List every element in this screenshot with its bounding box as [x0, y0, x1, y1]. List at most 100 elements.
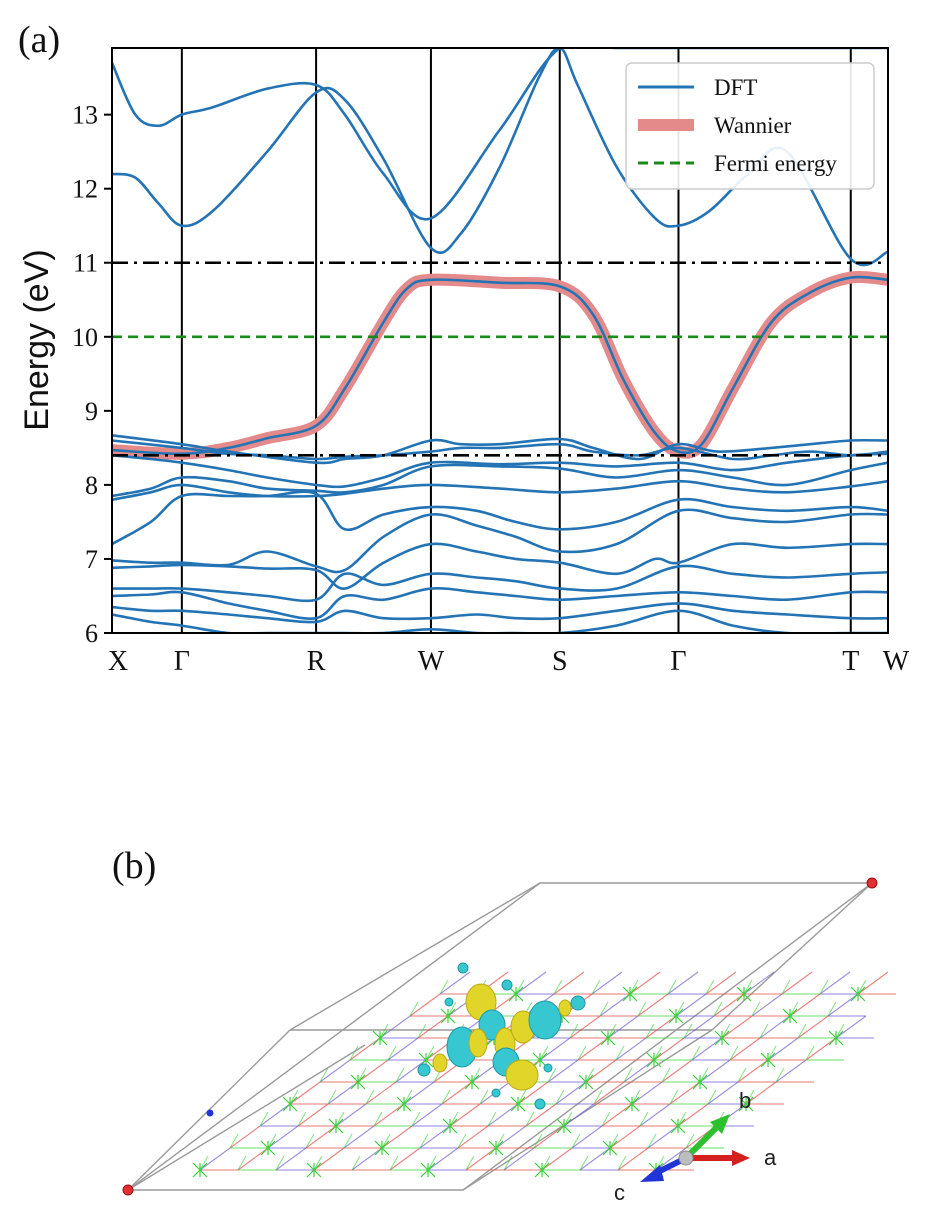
lattice-bond: [669, 1081, 701, 1105]
y-axis-title: Energy (eV): [18, 249, 56, 430]
lattice-bond: [349, 1037, 381, 1061]
lattice-bond: [721, 1023, 731, 1039]
lattice-bond: [593, 1081, 625, 1105]
lattice-bond: [267, 1133, 277, 1149]
lattice-bond: [357, 1067, 367, 1083]
lattice-bond: [365, 1081, 397, 1105]
lattice-bond: [533, 1125, 565, 1149]
lattice-bond: [713, 1001, 723, 1017]
lattice-bond: [667, 979, 677, 995]
lattice-bond: [623, 1067, 633, 1083]
crystal-structure: a b c: [122, 877, 896, 1205]
lattice-bond: [607, 1015, 639, 1039]
lattice-bond: [289, 1089, 299, 1105]
lattice-bond: [669, 1089, 679, 1105]
dft-band: [112, 461, 888, 498]
lattice-bond: [675, 1001, 685, 1017]
lattice-bond: [379, 1015, 411, 1039]
lattice-bond: [365, 1089, 375, 1105]
lattice-bond: [609, 1133, 619, 1149]
lattice-bond: [599, 1001, 609, 1017]
lattice-bond: [729, 1037, 761, 1061]
lattice-bond: [691, 1037, 723, 1061]
lattice-bond: [655, 1147, 687, 1171]
lattice-bond: [629, 971, 661, 995]
lattice-bond: [313, 1155, 323, 1171]
lattice-bond: [305, 1133, 315, 1149]
lattice-bond: [515, 971, 547, 995]
lattice-bond: [395, 1059, 427, 1083]
lattice-bond: [599, 993, 631, 1017]
lattice-bond: [677, 1103, 709, 1127]
lattice-bond: [297, 1103, 329, 1127]
lattice-bond: [631, 1081, 663, 1105]
lattice-bond: [609, 1125, 641, 1149]
lattice-bond: [563, 1103, 595, 1127]
lattice-bond: [707, 1089, 717, 1105]
lattice-bond: [351, 1155, 361, 1171]
lattice-bond: [759, 1015, 791, 1039]
lattice-bond: [591, 971, 623, 995]
lattice-bond: [539, 1037, 571, 1061]
lattice-bond: [579, 1147, 611, 1171]
lattice-bond: [707, 1081, 739, 1105]
lattice-bond: [819, 979, 829, 995]
lattice-bond: [683, 1023, 693, 1039]
lattice-bond: [541, 1155, 551, 1171]
lattice-bond: [647, 1133, 657, 1149]
plot-frame: [111, 47, 889, 634]
lattice-bond: [759, 1023, 769, 1039]
lattice-bond: [555, 1089, 565, 1105]
lattice-bond: [835, 1015, 867, 1039]
lattice-bond: [289, 1081, 321, 1105]
lattice-bond: [767, 1037, 799, 1061]
lattice-bond: [479, 1089, 489, 1105]
lattice-bond: [675, 993, 707, 1017]
axis-a-label: a: [764, 1145, 777, 1170]
lattice-bond: [487, 1111, 497, 1127]
lattice-bond: [577, 1045, 587, 1061]
lattice-bond: [705, 971, 737, 995]
lattice-bond: [601, 1103, 633, 1127]
lattice-bond: [447, 1001, 457, 1017]
lattice-bond: [699, 1059, 731, 1083]
kpoint-label: W: [418, 646, 445, 677]
lattice-bond: [601, 1111, 611, 1127]
lattice-bond: [591, 979, 601, 995]
lattice-bond: [441, 1081, 473, 1105]
lattice-bond: [737, 1067, 747, 1083]
lattice-bond: [327, 1089, 337, 1105]
lattice-bond: [517, 1089, 527, 1105]
lattice-bond: [683, 1015, 715, 1039]
legend-box: [625, 62, 875, 190]
reference-lines: [112, 261, 888, 457]
dft-band: [112, 602, 888, 624]
lattice-bond: [267, 1125, 299, 1149]
lattice-bond: [403, 1089, 413, 1105]
lattice-bond: [729, 1045, 739, 1061]
kpoint-label: T: [842, 646, 859, 677]
lattice-bond: [781, 971, 813, 995]
lattice-bond: [275, 1155, 285, 1171]
lattice-bond: [615, 1045, 625, 1061]
lattice-bond: [645, 1023, 655, 1039]
corner-atom: [122, 1184, 134, 1196]
lattice-bond: [751, 993, 783, 1017]
lattice-bond: [743, 971, 775, 995]
lattice-bond: [343, 1125, 375, 1149]
lattice-bond: [515, 979, 525, 995]
lattice-bond: [827, 1001, 837, 1017]
lattice-bond: [313, 1147, 345, 1171]
lattice-bond: [677, 1111, 687, 1127]
lattice-bond: [487, 1103, 519, 1127]
dft-band: [112, 434, 888, 465]
lattice-bond: [449, 1103, 481, 1127]
lattice-bond: [637, 1001, 647, 1017]
lattice-bond: [631, 1089, 641, 1105]
lattice-bond: [751, 1001, 761, 1017]
y-tick-label: 8: [85, 471, 98, 500]
lattice-bond: [827, 993, 859, 1017]
kpoint-label: R: [307, 646, 326, 677]
